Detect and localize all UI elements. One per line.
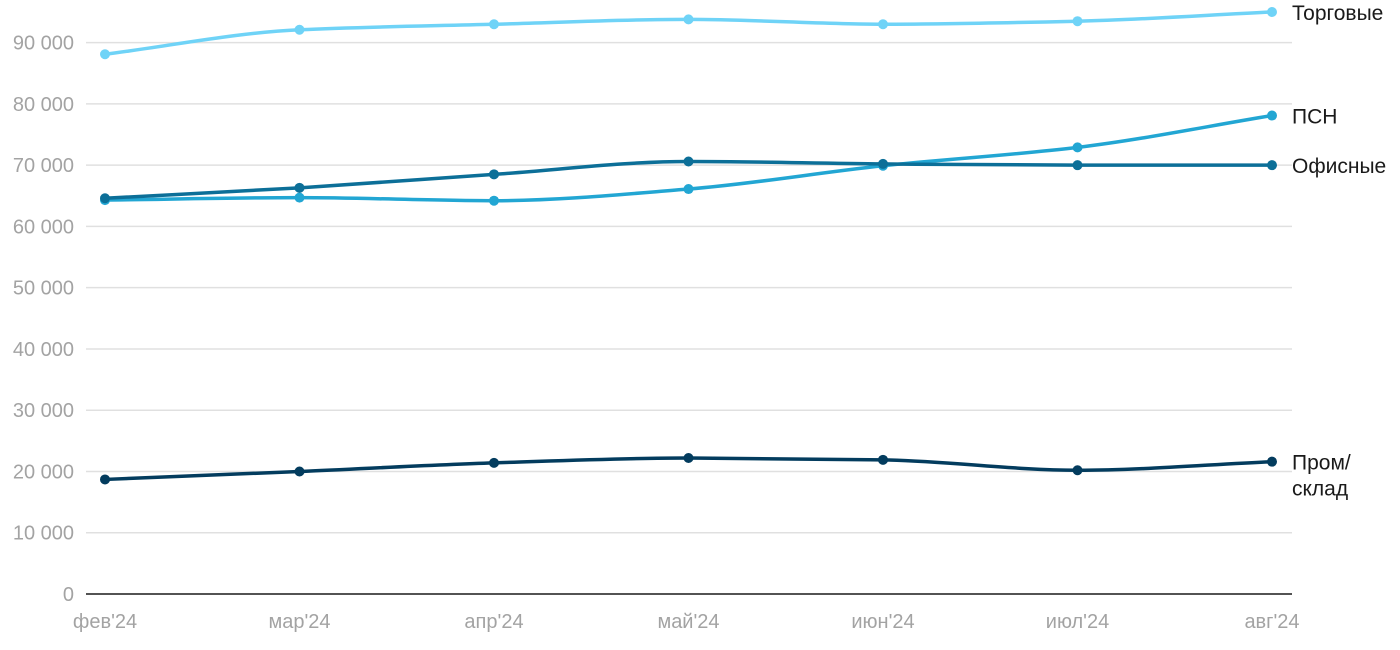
series-1-point [1267, 7, 1277, 17]
y-tick-label: 40 000 [13, 339, 74, 361]
series-4-point [100, 474, 110, 485]
y-tick-label: 70 000 [13, 155, 74, 177]
x-tick-label: фев'24 [73, 611, 137, 633]
series-1-point [683, 14, 694, 25]
series-2-point [294, 192, 305, 203]
y-tick-label: 80 000 [13, 94, 74, 116]
series-1-point [100, 49, 110, 60]
series-4-point [683, 452, 694, 463]
x-tick-label: май'24 [657, 611, 719, 633]
series-labels: Торговые ПСН Офисные Пром/склад [1292, 2, 1386, 501]
series-3-point [1072, 160, 1083, 171]
series-1-point [489, 19, 499, 30]
y-tick-label: 60 000 [13, 216, 74, 238]
series-4-point [489, 457, 499, 468]
series-1-point [878, 19, 888, 30]
series-lines [100, 7, 1277, 485]
x-axis-tick-labels: фев'24 мар'24 апр'24 май'24 июн'24 июл'24 авг'… [73, 611, 1300, 633]
series-1-label: Торговые [1292, 2, 1383, 25]
series-2-point [489, 195, 499, 206]
series-2-label: ПСН [1292, 106, 1337, 129]
y-tick-label: 90 000 [13, 33, 74, 55]
y-tick-label: 20 000 [13, 461, 74, 483]
y-tick-label: 0 [63, 584, 74, 606]
y-tick-label: 30 000 [13, 400, 74, 422]
series-4-label: Пром/ [1292, 452, 1351, 475]
x-tick-label: мар'24 [268, 611, 330, 633]
series-3-point [683, 156, 694, 167]
series-2-point [1267, 110, 1277, 121]
series-1-point [294, 24, 305, 35]
series-3-point [878, 158, 888, 169]
series-2-point [1072, 142, 1083, 153]
x-tick-label: апр'24 [464, 611, 523, 633]
series-4-point [1072, 465, 1083, 476]
series-3-point [294, 182, 305, 193]
y-tick-label: 10 000 [13, 523, 74, 545]
y-tick-label: 50 000 [13, 278, 74, 300]
series-4-point [878, 454, 888, 465]
x-tick-label: июл'24 [1046, 611, 1109, 633]
series-4-label: склад [1292, 478, 1348, 501]
series-2-point [683, 184, 694, 195]
series-4-group [100, 452, 1277, 485]
x-tick-label: авг'24 [1244, 611, 1299, 633]
series-4-point [1267, 456, 1277, 467]
y-axis-tick-labels: 0 10 000 20 000 30 000 40 000 50 000 60 000 70 … [13, 33, 74, 606]
series-3-point [489, 169, 499, 180]
series-1-group [100, 7, 1277, 60]
series-1-point [1072, 16, 1083, 27]
series-4-point [294, 466, 305, 477]
series-3-point [1267, 160, 1277, 171]
series-3-point [100, 193, 110, 204]
x-tick-label: июн'24 [851, 611, 914, 633]
series-3-label: Офисные [1292, 155, 1386, 178]
series-3-group [100, 156, 1277, 204]
